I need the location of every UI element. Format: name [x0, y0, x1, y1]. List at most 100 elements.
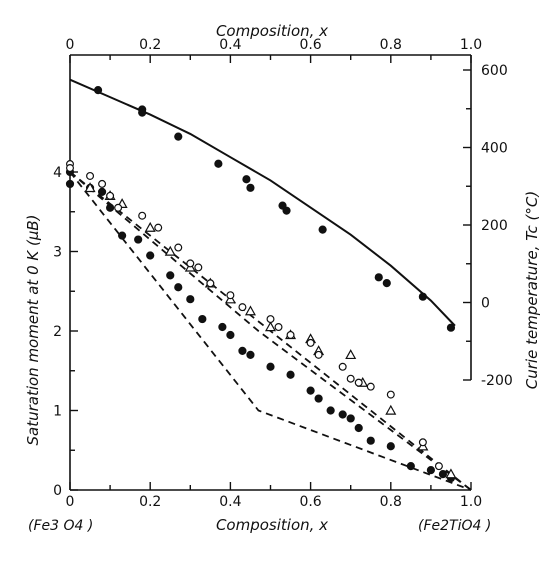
open-circle-point: [274, 323, 283, 332]
filled-circle-point: [338, 410, 347, 419]
open-triangle-point: [345, 349, 357, 360]
open-circle-point: [434, 462, 443, 471]
filled-circle-point: [166, 271, 175, 280]
filled-circle-point: [214, 159, 223, 168]
filled-circle-point: [186, 295, 195, 304]
bottom-x-tick-label: 1.0: [460, 494, 482, 510]
open-circle-point: [306, 338, 315, 347]
right-axis-label: Curie temperature, Tc (°C): [523, 191, 541, 389]
open-circle-point: [174, 243, 183, 252]
dashed-reference-line: [69, 171, 472, 491]
open-circle-point: [314, 350, 323, 359]
left-y-tick-label: 3: [53, 245, 62, 261]
filled-circle-point: [446, 323, 456, 332]
bottom-x-tick-label: 0.8: [380, 494, 402, 510]
filled-circle-point: [314, 394, 323, 403]
filled-circle-point: [242, 175, 251, 184]
filled-circle-point: [366, 436, 375, 445]
right-y-tick-label: 0: [481, 296, 490, 312]
open-triangle-point: [164, 245, 176, 256]
filled-circle-point: [406, 462, 415, 471]
open-triangle-point: [264, 321, 277, 332]
filled-circle-point: [374, 273, 383, 282]
filled-circle-point: [218, 322, 227, 332]
tick-marks: [69, 55, 472, 491]
open-circle-point: [238, 303, 247, 312]
right-end-label: (Fe2TiO4 ): [418, 518, 491, 534]
curie-curve: [69, 78, 456, 327]
left-y-tick-label: 2: [53, 324, 62, 340]
filled-circle-point: [246, 183, 255, 192]
open-circle-point: [138, 211, 147, 220]
filled-circle-point: [246, 350, 255, 359]
open-circle-point: [114, 203, 123, 212]
open-circle-point: [194, 263, 203, 272]
open-circle-point: [266, 315, 275, 324]
bottom-x-tick-label: 0.4: [219, 494, 241, 510]
open-triangle-point: [385, 404, 397, 415]
data-points: [65, 86, 457, 483]
filled-circle-point: [438, 470, 448, 479]
open-circle-point: [65, 164, 74, 173]
open-circle-point: [354, 378, 363, 387]
top-x-tick-label: 0.8: [380, 37, 402, 53]
open-triangle-point: [445, 468, 457, 479]
top-x-tick-label: 0.2: [139, 37, 161, 53]
filled-circle-point: [93, 86, 103, 95]
filled-circle-point: [138, 108, 147, 117]
open-triangle-point: [84, 182, 96, 193]
open-circle-point: [106, 191, 115, 200]
filled-circle-point: [174, 283, 183, 292]
open-circle-point: [418, 438, 427, 447]
open-circle-point: [346, 374, 355, 383]
open-circle-point: [338, 362, 347, 371]
filled-circle-point: [118, 231, 127, 240]
open-circle-point: [226, 291, 235, 300]
bottom-x-tick-label: 0.2: [139, 494, 161, 510]
curie-temperature-line: [69, 78, 456, 327]
open-circle-point: [286, 330, 295, 339]
open-circle-point: [154, 223, 163, 232]
top-x-tick-label: 0: [66, 37, 75, 53]
filled-circle-point: [238, 346, 247, 355]
bottom-axis-label: Composition, x: [216, 516, 328, 534]
filled-circle-point: [146, 251, 155, 260]
filled-circle-point: [226, 330, 235, 340]
open-circle-point: [366, 382, 375, 391]
filled-circle-point: [326, 406, 335, 415]
top-x-tick-label: 1.0: [460, 37, 482, 53]
bottom-x-tick-label: 0: [66, 494, 75, 510]
filled-circle-point: [286, 370, 295, 379]
open-circle-point: [206, 279, 215, 288]
open-triangle-point: [144, 221, 156, 232]
left-y-tick-label: 4: [53, 165, 62, 181]
bottom-x-tick-label: 0.6: [299, 494, 321, 510]
filled-circle-point: [174, 132, 183, 141]
filled-circle-point: [418, 292, 427, 301]
right-y-tick-label: 200: [481, 218, 508, 234]
filled-circle-point: [318, 225, 327, 234]
filled-circle-point: [282, 206, 291, 215]
left-end-label: (Fe3 O4 ): [28, 518, 93, 534]
dashed-reference-line: [69, 171, 472, 491]
open-circle-point: [186, 259, 195, 268]
filled-circle-point: [346, 414, 355, 423]
plot-frame: [69, 54, 472, 491]
right-y-tick-label: -200: [481, 373, 513, 389]
filled-circle-point: [354, 423, 363, 433]
filled-circle-point: [65, 179, 75, 189]
top-x-tick-label: 0.6: [299, 37, 321, 53]
left-axis-label: Saturation moment at 0 K (μB): [24, 214, 42, 445]
top-x-tick-label: 0.4: [219, 37, 241, 53]
left-y-tick-label: 0: [53, 483, 62, 499]
filled-circle-point: [306, 386, 315, 395]
top-axis-label: Composition, x: [216, 22, 328, 40]
open-circle-point: [98, 179, 107, 188]
filled-circle-point: [97, 187, 107, 196]
tick-labels: 0 0.2 0.4 0.6 0.8 1.0 0 0.2 0.4 0.6 0.8 1.0 0 1 2 3 4 600…: [53, 37, 513, 510]
open-triangle-point: [244, 305, 256, 316]
filled-circle-point: [134, 235, 143, 244]
filled-circle-point: [382, 279, 391, 288]
filled-circle-point: [386, 442, 395, 451]
